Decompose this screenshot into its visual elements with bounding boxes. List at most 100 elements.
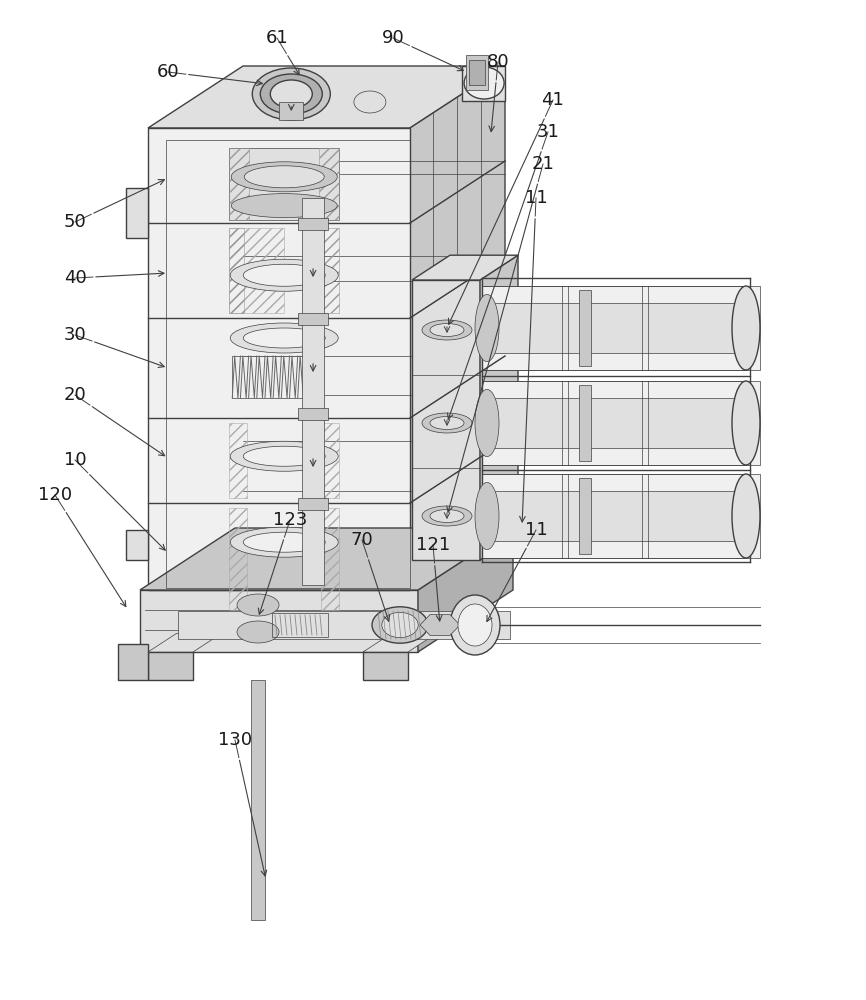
Text: 120: 120 (38, 486, 72, 504)
Bar (148, 652, 193, 680)
Text: 60: 60 (157, 63, 179, 81)
Bar (298, 408, 328, 420)
Ellipse shape (732, 381, 760, 465)
Text: 11: 11 (525, 189, 547, 207)
Bar (412, 280, 480, 560)
Text: 123: 123 (273, 511, 307, 529)
Ellipse shape (230, 323, 339, 353)
Bar (229, 148, 249, 220)
Bar (178, 611, 510, 639)
Polygon shape (148, 633, 222, 652)
Ellipse shape (430, 416, 464, 430)
Polygon shape (420, 615, 460, 635)
Ellipse shape (231, 194, 337, 218)
Bar (272, 613, 328, 637)
Ellipse shape (261, 74, 322, 114)
Bar (482, 286, 760, 370)
Ellipse shape (475, 389, 499, 457)
Ellipse shape (464, 67, 504, 99)
Ellipse shape (243, 328, 326, 348)
Polygon shape (140, 528, 513, 590)
Ellipse shape (475, 294, 499, 362)
Bar (579, 290, 591, 366)
Ellipse shape (243, 532, 326, 552)
Bar (487, 303, 745, 353)
Polygon shape (148, 66, 505, 128)
Bar (302, 198, 324, 585)
Bar (229, 228, 244, 313)
Bar (363, 652, 408, 680)
Text: 80: 80 (487, 53, 509, 71)
Ellipse shape (430, 324, 464, 336)
Ellipse shape (732, 474, 760, 558)
Text: 41: 41 (541, 91, 565, 109)
Bar (298, 313, 328, 325)
Bar (148, 128, 410, 590)
Polygon shape (418, 528, 513, 652)
Ellipse shape (230, 527, 339, 557)
Bar (487, 398, 745, 448)
Text: 20: 20 (63, 386, 87, 404)
Bar (229, 508, 247, 610)
Polygon shape (126, 188, 148, 238)
Ellipse shape (237, 621, 279, 643)
Polygon shape (118, 644, 148, 680)
Text: 11: 11 (525, 521, 547, 539)
Bar (298, 218, 328, 230)
Text: 31: 31 (537, 123, 559, 141)
Bar (482, 381, 760, 465)
Polygon shape (410, 66, 505, 590)
Polygon shape (363, 633, 436, 652)
Bar (140, 590, 418, 652)
Bar (579, 385, 591, 461)
Ellipse shape (270, 80, 313, 108)
Polygon shape (480, 255, 518, 560)
Text: 40: 40 (63, 269, 87, 287)
Ellipse shape (237, 594, 279, 616)
Bar (229, 423, 247, 498)
Bar (482, 474, 760, 558)
Bar (321, 508, 339, 610)
Ellipse shape (382, 612, 418, 638)
Text: 21: 21 (532, 155, 554, 173)
Text: 121: 121 (416, 536, 450, 554)
Polygon shape (462, 66, 505, 101)
Text: 30: 30 (63, 326, 87, 344)
Bar (466, 55, 488, 90)
Text: 90: 90 (382, 29, 404, 47)
Text: 70: 70 (351, 531, 373, 549)
Bar (280, 102, 303, 120)
Bar (487, 491, 745, 541)
Text: 61: 61 (266, 29, 288, 47)
Bar (166, 140, 410, 588)
Bar (322, 228, 339, 313)
Ellipse shape (230, 259, 339, 291)
Ellipse shape (732, 286, 760, 370)
Text: 50: 50 (63, 213, 87, 231)
Polygon shape (412, 255, 518, 280)
Ellipse shape (243, 264, 326, 286)
Bar (229, 148, 339, 220)
Bar (321, 423, 339, 498)
Ellipse shape (230, 441, 339, 471)
Bar (320, 148, 339, 220)
Ellipse shape (231, 162, 337, 192)
Ellipse shape (475, 482, 499, 550)
Ellipse shape (422, 320, 472, 340)
Ellipse shape (354, 91, 386, 113)
Polygon shape (126, 530, 148, 560)
Bar (579, 478, 591, 554)
Ellipse shape (422, 413, 472, 433)
Ellipse shape (372, 607, 428, 643)
Ellipse shape (252, 68, 330, 120)
Ellipse shape (458, 604, 492, 646)
Text: 130: 130 (218, 731, 252, 749)
Ellipse shape (422, 506, 472, 526)
Bar (298, 498, 328, 510)
Text: 10: 10 (64, 451, 87, 469)
Ellipse shape (243, 446, 326, 466)
Bar (251, 680, 265, 920)
Ellipse shape (430, 510, 464, 522)
Bar (232, 356, 322, 398)
Bar (469, 60, 485, 85)
